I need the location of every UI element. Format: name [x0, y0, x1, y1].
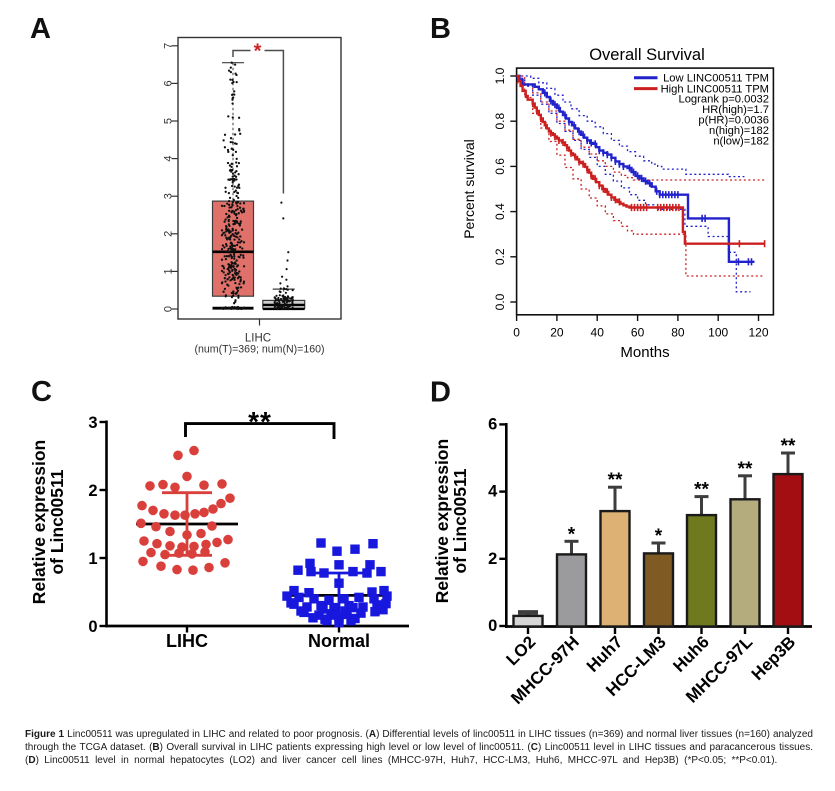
svg-text:6: 6 [162, 80, 174, 86]
svg-text:**: ** [248, 406, 272, 437]
svg-text:*: * [254, 41, 262, 63]
svg-text:3: 3 [162, 193, 174, 199]
svg-text:*: * [568, 524, 576, 545]
svg-text:Percent survival: Percent survival [461, 139, 477, 239]
svg-text:n(low)=182: n(low)=182 [713, 135, 769, 147]
svg-text:2: 2 [88, 482, 97, 500]
svg-text:Normal: Normal [308, 631, 370, 651]
svg-text:0.4: 0.4 [493, 203, 507, 220]
svg-text:60: 60 [631, 326, 645, 340]
svg-text:4: 4 [162, 156, 174, 162]
svg-text:LIHC: LIHC [245, 333, 271, 345]
svg-text:B: B [430, 13, 451, 45]
svg-text:0: 0 [88, 618, 97, 636]
svg-text:1: 1 [162, 268, 174, 274]
svg-text:Low LINC00511 TPM: Low LINC00511 TPM [663, 73, 769, 85]
svg-text:0: 0 [488, 617, 497, 635]
svg-text:**: ** [608, 470, 623, 491]
svg-text:120: 120 [748, 326, 768, 340]
svg-text:D: D [430, 377, 451, 409]
svg-text:4: 4 [488, 483, 498, 501]
svg-text:High LINC00511 TPM: High LINC00511 TPM [661, 83, 769, 95]
svg-text:6: 6 [488, 415, 497, 433]
svg-text:100: 100 [708, 326, 728, 340]
svg-text:0.6: 0.6 [493, 158, 507, 175]
svg-text:n(high)=182: n(high)=182 [709, 125, 769, 137]
svg-text:Hep3B: Hep3B [748, 632, 800, 684]
svg-text:80: 80 [671, 326, 685, 340]
svg-text:LO2: LO2 [503, 632, 540, 669]
svg-text:5: 5 [162, 118, 174, 124]
svg-text:LIHC: LIHC [166, 631, 208, 651]
svg-text:7: 7 [162, 43, 174, 49]
svg-text:**: ** [781, 436, 796, 457]
svg-text:Relative expression: Relative expression [29, 440, 49, 604]
svg-text:Relative expression: Relative expression [432, 439, 452, 603]
svg-text:0: 0 [513, 326, 520, 340]
svg-text:Logrank p=0.0032: Logrank p=0.0032 [678, 93, 769, 105]
svg-text:A: A [30, 13, 51, 45]
svg-text:2: 2 [162, 231, 174, 237]
svg-text:0.0: 0.0 [493, 293, 507, 310]
svg-text:0.2: 0.2 [493, 248, 507, 265]
svg-text:(num(T)=369; num(N)=160): (num(T)=369; num(N)=160) [194, 344, 324, 356]
svg-text:20: 20 [550, 326, 564, 340]
svg-text:40: 40 [591, 326, 605, 340]
svg-text:**: ** [738, 459, 753, 480]
svg-text:1.0: 1.0 [493, 67, 507, 84]
svg-text:Overall Survival: Overall Survival [589, 46, 705, 64]
svg-text:of Linc00511: of Linc00511 [450, 468, 470, 573]
svg-text:0.8: 0.8 [493, 113, 507, 130]
svg-text:2: 2 [488, 550, 497, 568]
svg-text:Months: Months [620, 344, 669, 361]
svg-text:0: 0 [162, 306, 174, 312]
svg-text:HR(high)=1.7: HR(high)=1.7 [702, 104, 769, 116]
svg-text:of Linc00511: of Linc00511 [47, 469, 67, 574]
svg-text:*: * [655, 526, 663, 547]
svg-text:3: 3 [88, 414, 97, 432]
svg-text:1: 1 [88, 550, 97, 568]
svg-text:**: ** [694, 480, 709, 501]
svg-text:C: C [31, 376, 52, 408]
svg-text:p(HR)=0.0036: p(HR)=0.0036 [698, 114, 769, 126]
